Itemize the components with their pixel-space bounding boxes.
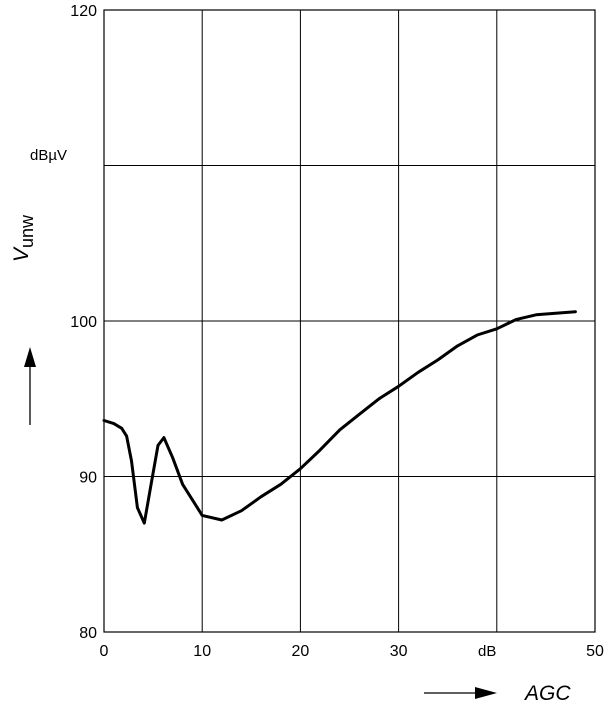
x-tick-label: 0 [100, 643, 109, 660]
y-tick-label: 90 [79, 470, 97, 487]
x-tick-label: 20 [292, 643, 310, 660]
y-axis-title: Vunw [10, 214, 37, 262]
x-tick-labels: 0 10 20 30 50 [100, 643, 604, 660]
y-axis-title-main: V [10, 246, 33, 262]
x-axis-arrow-head [475, 687, 497, 699]
x-unit-label: dB [478, 643, 496, 660]
series-line [102, 310, 577, 525]
y-tick-labels: 80 90 100 120 [70, 3, 97, 642]
x-axis-title: AGC [523, 682, 571, 705]
y-axis-title-sub: unw [17, 214, 37, 248]
y-tick-label: 80 [79, 625, 97, 642]
grid [104, 10, 595, 632]
y-axis-arrow-head [24, 347, 36, 367]
y-unit-label: dBµV [30, 147, 67, 164]
y-tick-label: 120 [70, 3, 97, 20]
y-tick-label: 100 [70, 314, 97, 331]
x-tick-label: 50 [586, 643, 604, 660]
plot-frame [103, 9, 596, 633]
x-tick-label: 30 [390, 643, 408, 660]
x-tick-label: 10 [193, 643, 211, 660]
